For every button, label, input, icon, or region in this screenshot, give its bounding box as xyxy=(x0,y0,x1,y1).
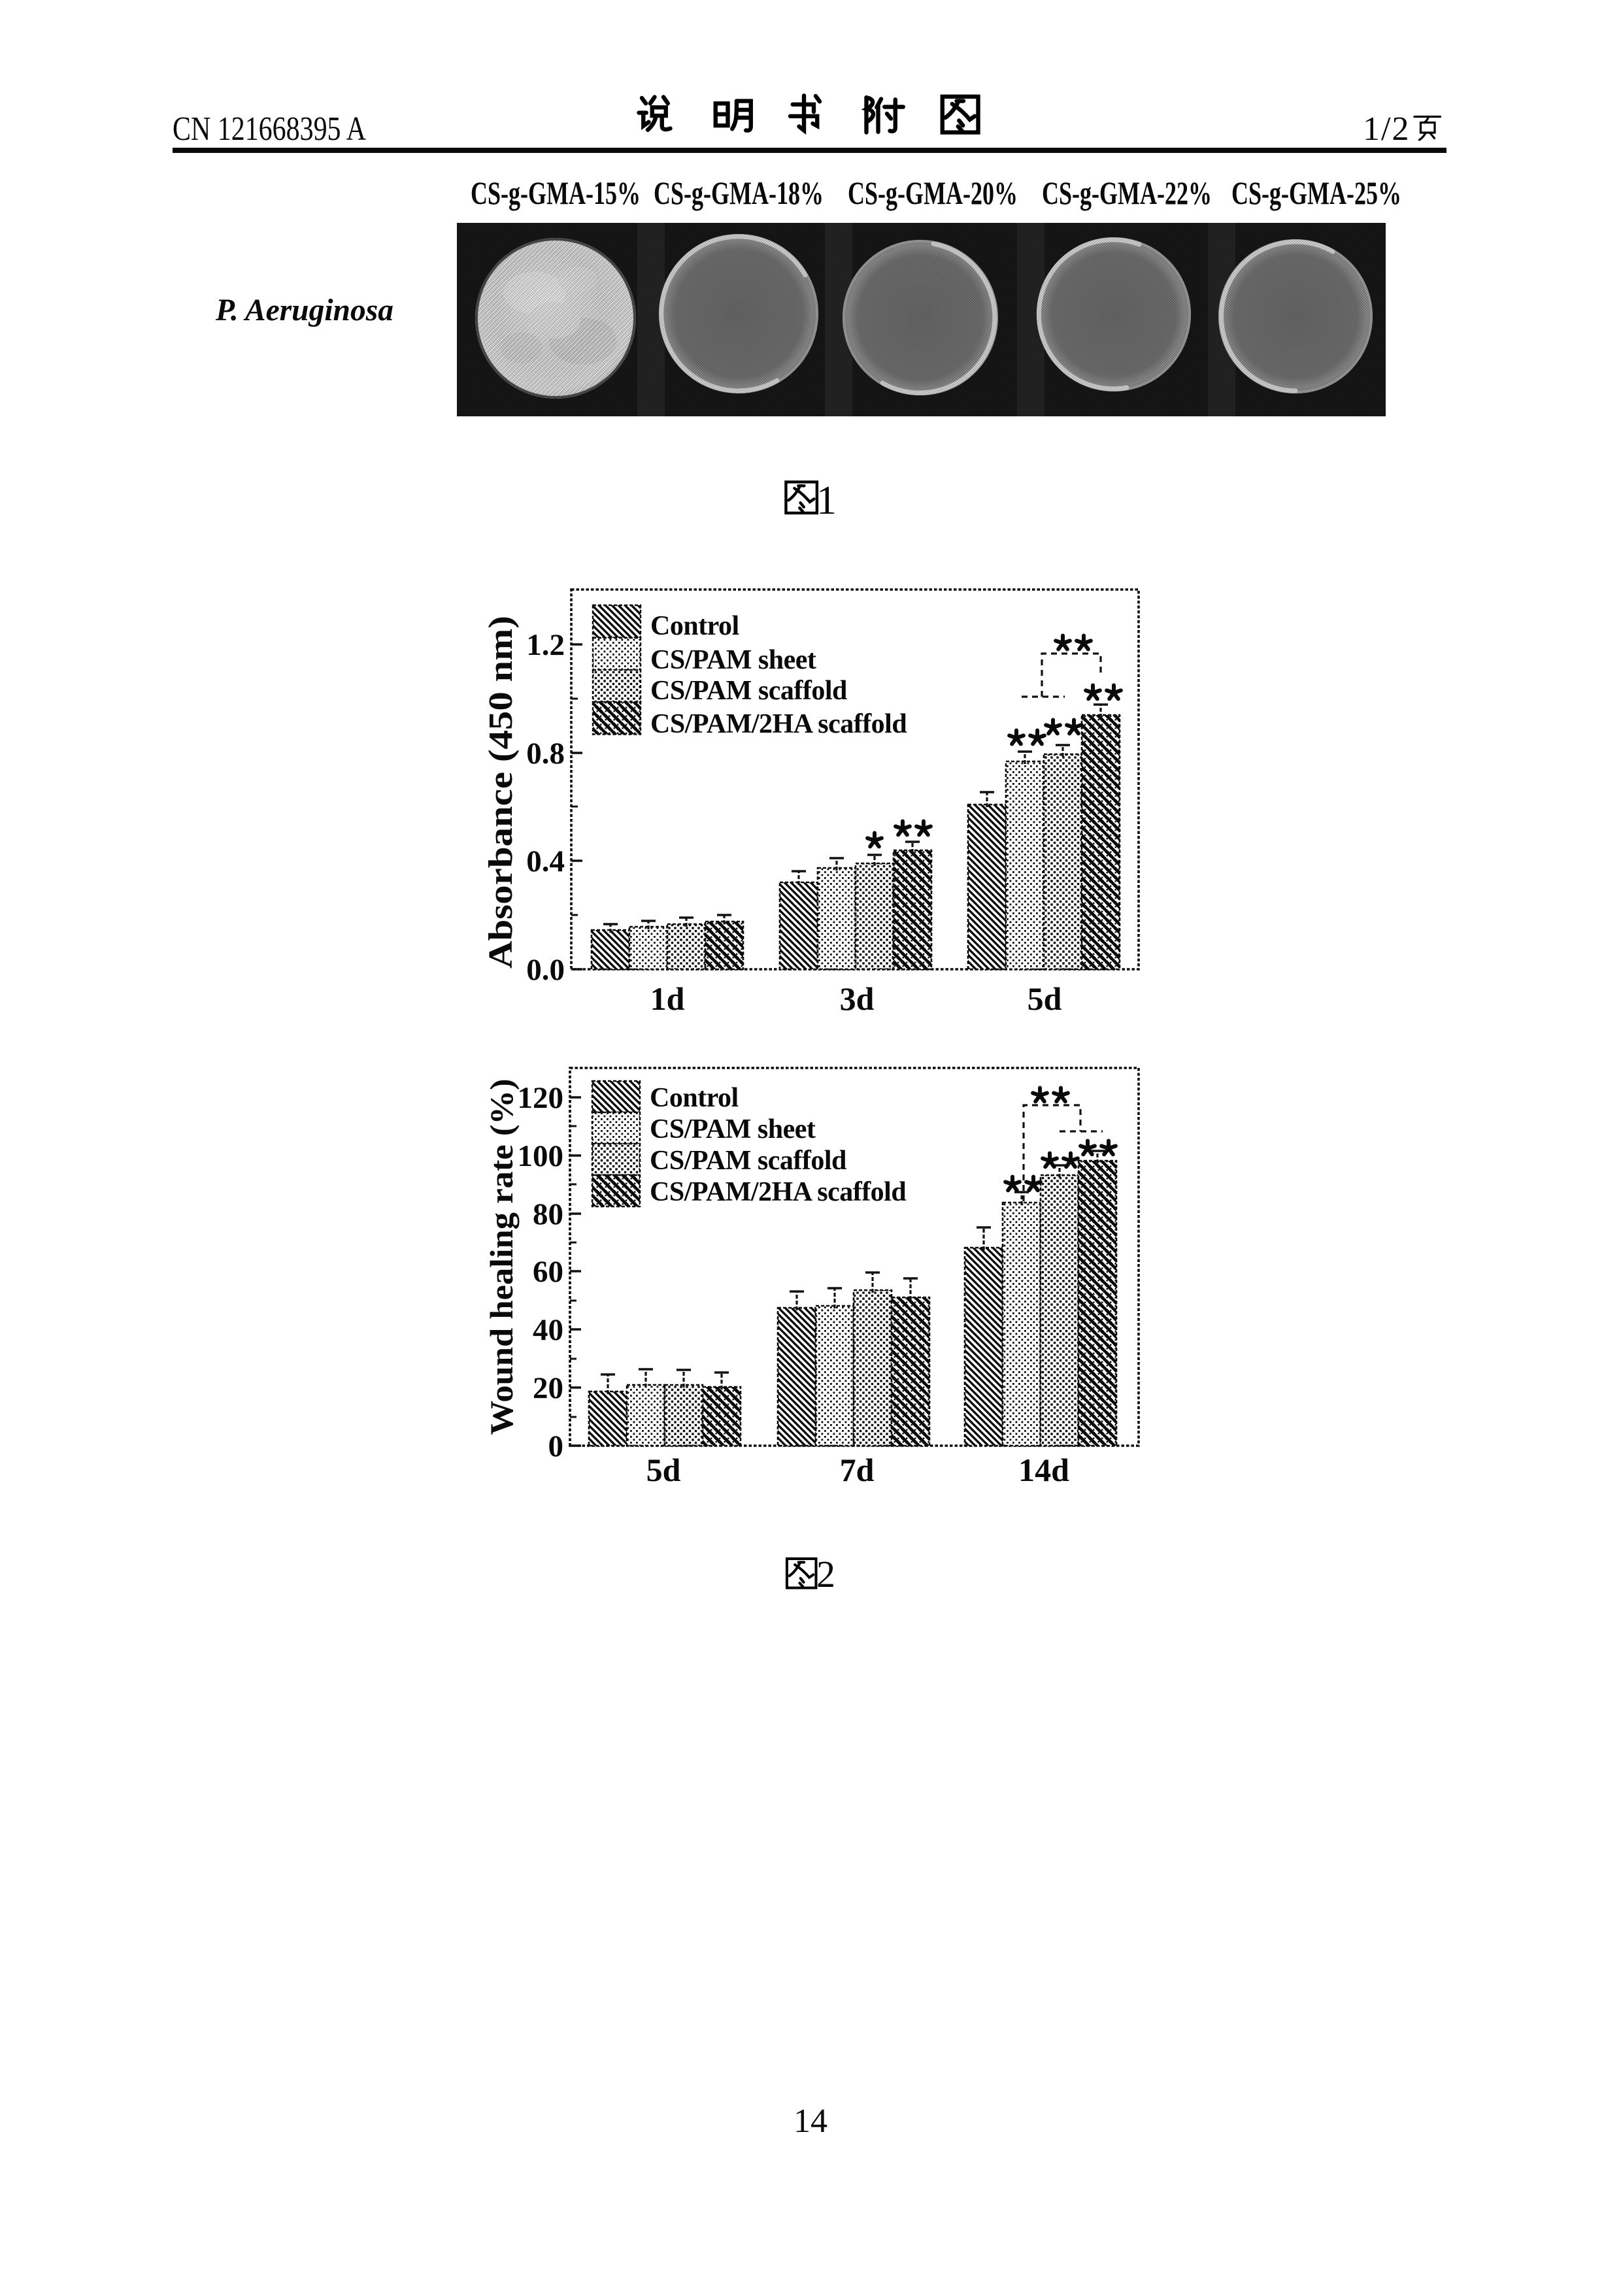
svg-text:7d: 7d xyxy=(840,1452,875,1488)
svg-text:40: 40 xyxy=(533,1313,563,1347)
svg-text:Absorbance (450 nm): Absorbance (450 nm) xyxy=(482,616,520,969)
svg-text:0: 0 xyxy=(548,1429,564,1463)
svg-text:CS-g-GMA-25%: CS-g-GMA-25% xyxy=(1231,175,1401,211)
svg-text:0.4: 0.4 xyxy=(526,844,565,878)
svg-text:CN 121668395 A: CN 121668395 A xyxy=(173,110,366,148)
svg-text:CS/PAM scaffold: CS/PAM scaffold xyxy=(650,1146,846,1176)
svg-text:14d: 14d xyxy=(1018,1452,1069,1488)
svg-text:Control: Control xyxy=(650,1083,739,1113)
svg-text:CS-g-GMA-20%: CS-g-GMA-20% xyxy=(848,175,1018,211)
svg-text:0.8: 0.8 xyxy=(526,737,565,771)
svg-text:CS/PAM sheet: CS/PAM sheet xyxy=(650,1114,816,1144)
svg-text:CS/PAM sheet: CS/PAM sheet xyxy=(650,645,816,675)
svg-text:120: 120 xyxy=(518,1081,564,1115)
svg-text:100: 100 xyxy=(518,1139,564,1173)
svg-text:CS-g-GMA-18%: CS-g-GMA-18% xyxy=(654,175,824,211)
svg-text:P. Aeruginosa: P. Aeruginosa xyxy=(215,293,393,327)
svg-text:0.0: 0.0 xyxy=(526,953,565,987)
svg-text:1: 1 xyxy=(816,478,837,523)
svg-text:2: 2 xyxy=(816,1553,835,1595)
svg-text:CS/PAM/2HA scaffold: CS/PAM/2HA scaffold xyxy=(650,709,907,739)
svg-text:CS/PAM/2HA scaffold: CS/PAM/2HA scaffold xyxy=(650,1177,906,1207)
svg-text:60: 60 xyxy=(533,1255,563,1289)
svg-text:5d: 5d xyxy=(646,1452,681,1488)
svg-text:CS-g-GMA-22%: CS-g-GMA-22% xyxy=(1042,175,1212,211)
svg-text:3d: 3d xyxy=(840,980,875,1017)
svg-text:80: 80 xyxy=(533,1197,563,1231)
svg-text:CS/PAM scaffold: CS/PAM scaffold xyxy=(650,676,847,706)
svg-text:Control: Control xyxy=(650,611,739,641)
svg-text:5d: 5d xyxy=(1028,980,1062,1017)
svg-text:1d: 1d xyxy=(650,980,685,1017)
svg-text:1/2: 1/2 xyxy=(1363,110,1410,148)
svg-text:Wound healing rate (%): Wound healing rate (%) xyxy=(483,1079,520,1435)
svg-text:14: 14 xyxy=(794,2103,827,2140)
svg-text:20: 20 xyxy=(533,1371,563,1405)
svg-text:1.2: 1.2 xyxy=(526,628,565,662)
svg-text:CS-g-GMA-15%: CS-g-GMA-15% xyxy=(471,175,641,211)
